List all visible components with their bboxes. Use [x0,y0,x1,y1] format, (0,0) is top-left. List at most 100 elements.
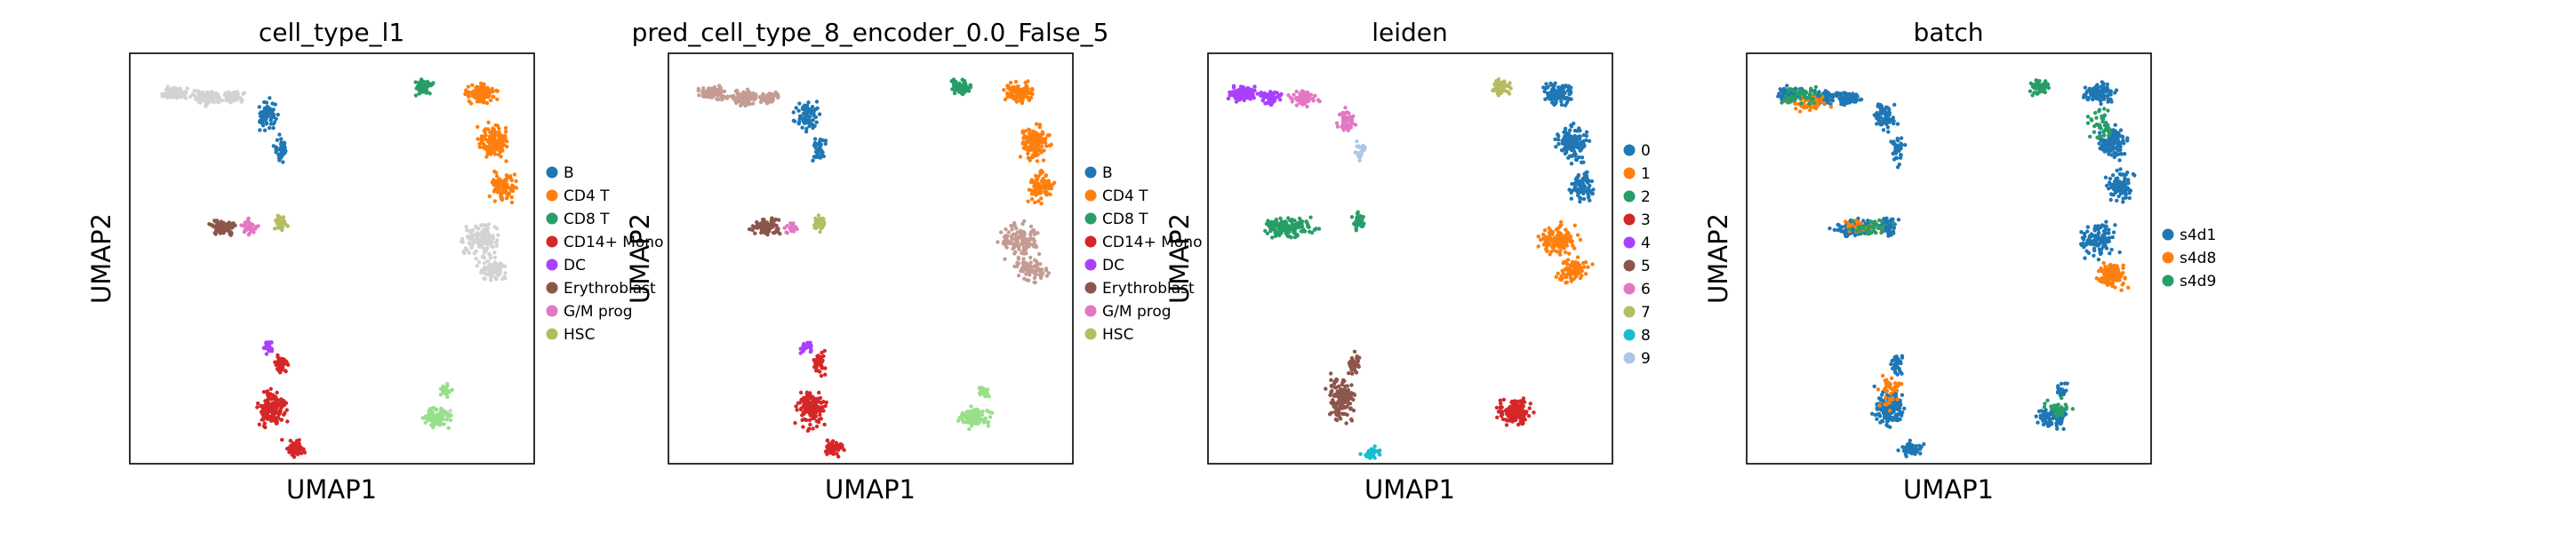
scatter-point [1039,201,1044,206]
scatter-point [1281,222,1285,227]
scatter-point [1282,227,1287,232]
scatter-point [750,227,755,233]
scatter-point [167,89,172,93]
scatter-point [1559,102,1564,107]
scatter-point [497,140,501,145]
legend-marker [1084,282,1097,294]
scatter-point [276,214,282,219]
scatter-point [1275,91,1280,95]
scatter-point [1347,361,1352,365]
scatter-point [969,424,974,428]
scatter-point [1886,130,1891,134]
scatter-point [1043,186,1048,190]
scatter-point [1046,179,1052,185]
scatter-point [738,92,742,97]
scatter-point [1568,154,1572,158]
scatter-point [1567,237,1572,243]
scatter-point [725,94,730,99]
scatter-point [1880,122,1884,126]
scatter-point [1848,96,1852,100]
scatter-point [485,127,491,131]
scatter-point [436,420,442,425]
scatter-point [1287,225,1292,230]
scatter-point [240,98,244,103]
scatter-point [1569,162,1574,166]
scatter-point [1338,403,1342,408]
scatter-point [998,230,1004,235]
scatter-point [1242,97,1246,102]
legend-marker [1623,190,1636,203]
scatter-point [1272,99,1276,103]
scatter-point [764,223,769,228]
legend-label: 9 [1641,350,1651,368]
scatter-point [819,373,824,378]
scatter-point [1349,418,1355,423]
scatter-point [485,94,491,99]
scatter-point [1008,87,1012,92]
scatter-point [968,83,973,88]
scatter-point [1035,139,1039,144]
scatter-point [1297,216,1302,221]
scatter-point [276,353,280,357]
scatter-point [813,155,818,160]
scatter-point [1231,85,1236,90]
scatter-point [1294,89,1299,94]
scatter-point [697,93,701,98]
scatter-point [812,137,818,141]
scatter-point [511,185,516,189]
scatter-point [1345,110,1350,115]
scatter-point [1572,266,1577,270]
scatter-point [1028,133,1034,138]
legend-label: B [564,164,574,182]
scatter-point [1007,92,1012,97]
scatter-point [1499,405,1503,410]
scatter-point [476,227,481,231]
scatter-point [261,409,266,414]
scatter-point [1578,263,1582,267]
scatter-point [495,238,500,243]
scatter-point [1034,179,1038,184]
scatter-point [481,87,485,91]
legend-marker [546,328,558,340]
scatter-point [1542,89,1547,94]
scatter-point [478,81,484,86]
legend-marker [546,189,558,202]
scatter-point [977,418,982,424]
legend-label: HSC [564,326,595,344]
scatter-point [1348,407,1353,411]
scatter-point [825,438,829,443]
scatter-point [1048,192,1052,196]
scatter-point [1015,264,1020,268]
scatter-point [814,142,820,147]
scatter-point [261,424,267,428]
scatter-point [268,348,273,353]
scatter-point [960,412,964,418]
scatter-point [1012,220,1017,226]
scatter-point [463,246,468,251]
scatter-point [1886,110,1891,115]
scatter-point [443,392,448,396]
scatter-point [814,99,820,104]
scatter-point [179,91,183,96]
legend-marker [1084,166,1097,179]
scatter-point [812,416,817,421]
scatter-point [417,88,421,92]
scatter-point [952,83,956,87]
scatter-point [474,249,478,253]
scatter-point [279,405,284,410]
scatter-point [1324,386,1328,391]
scatter-point [1360,149,1364,154]
scatter-point [1026,151,1030,156]
scatter-point [204,95,208,99]
scatter-point [485,259,490,264]
scatter-point [1536,244,1540,249]
scatter-point [276,415,281,420]
scatter-point [1028,179,1034,185]
scatter-point [1583,260,1588,265]
scatter-point [1348,402,1353,406]
scatter-point [255,405,260,410]
scatter-point [1559,223,1564,227]
scatter-point [1584,174,1589,179]
scatter-point [446,413,452,418]
